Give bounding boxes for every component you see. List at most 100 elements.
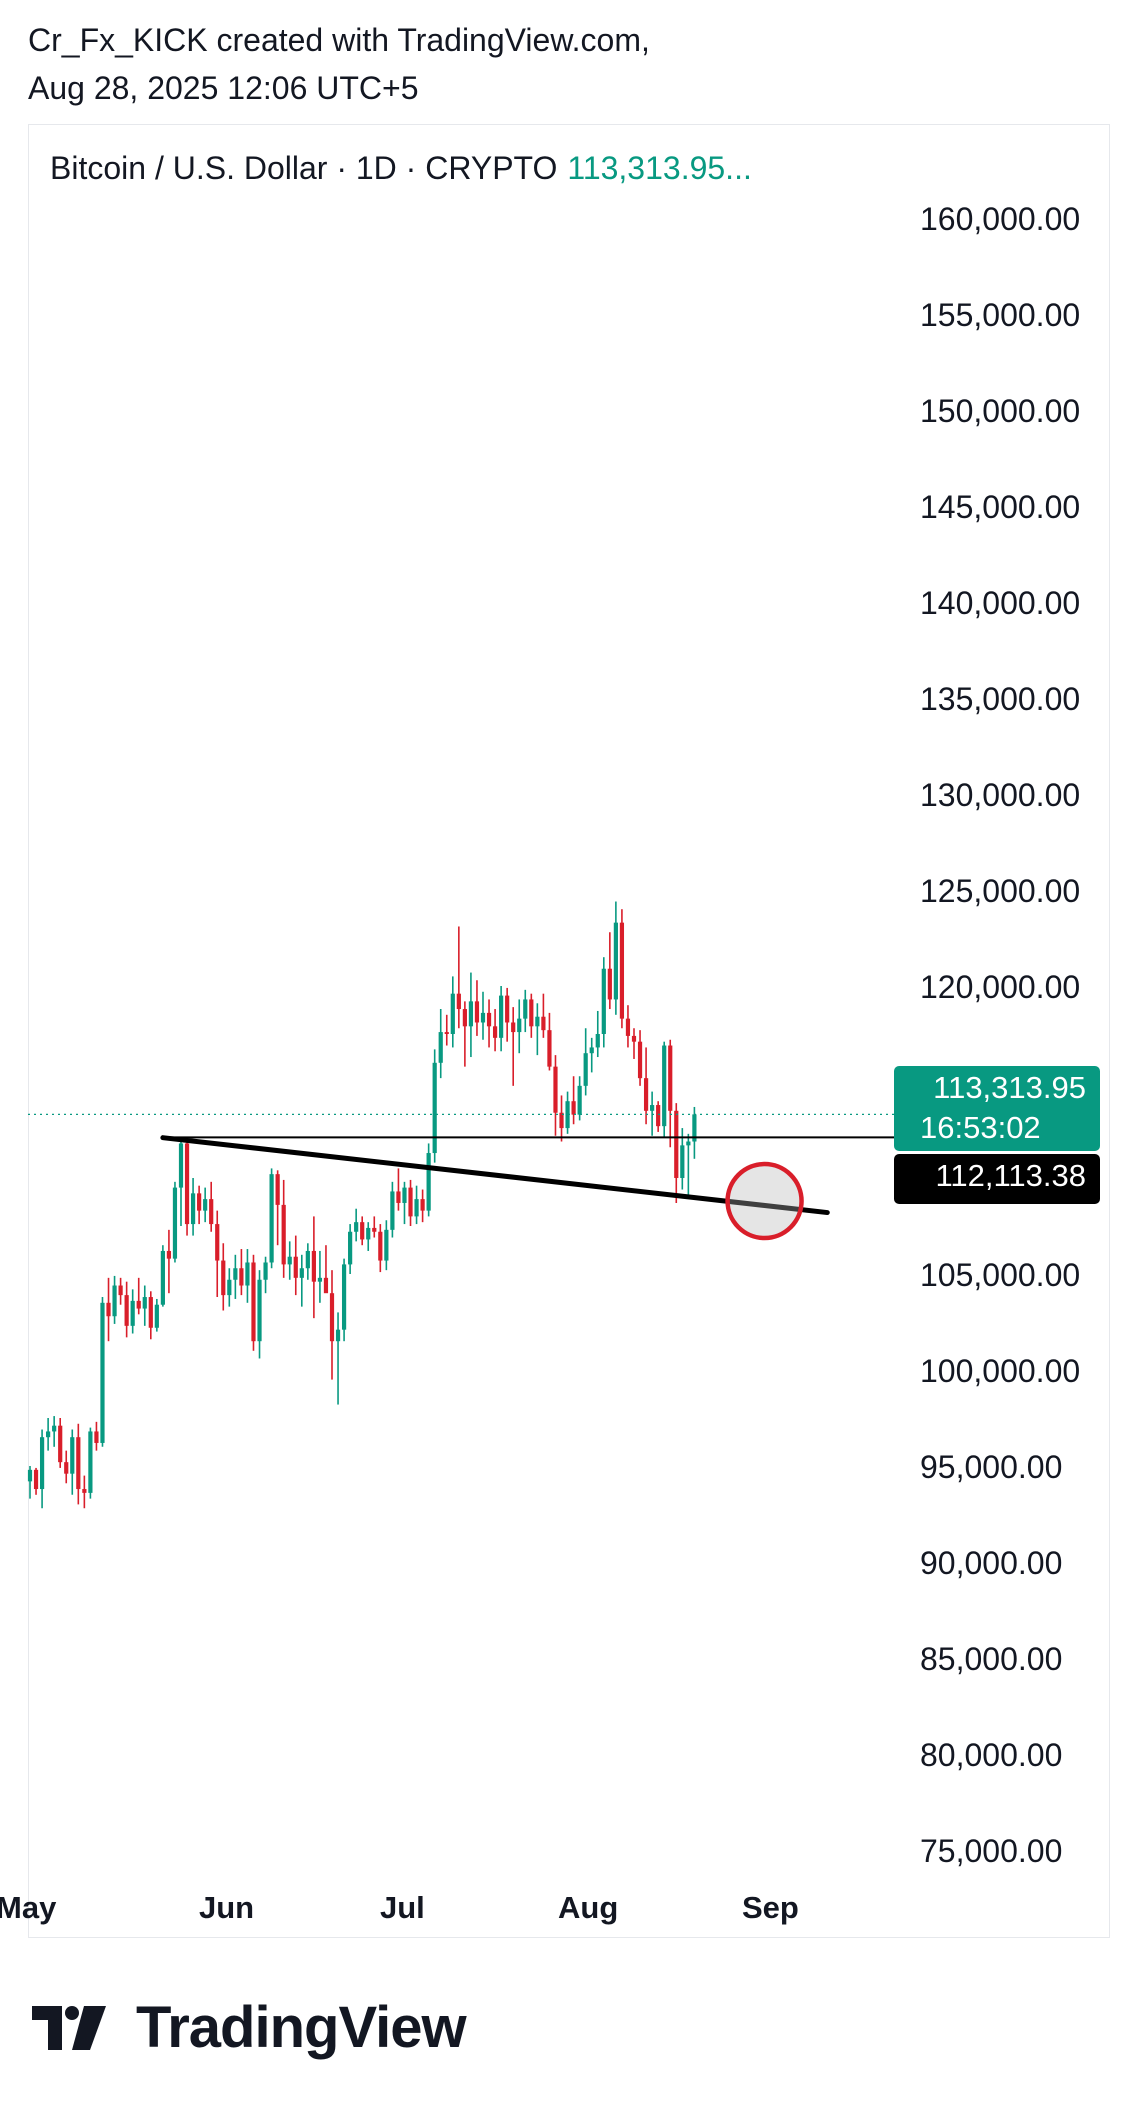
candle-body bbox=[529, 999, 534, 1027]
candle-body bbox=[547, 1030, 552, 1067]
last-price: 113,313.95... bbox=[567, 150, 752, 186]
candle-body bbox=[341, 1264, 347, 1330]
trendline bbox=[160, 1135, 830, 1216]
price-tick-label: 135,000.00 bbox=[920, 681, 1080, 717]
candle-body bbox=[190, 1193, 196, 1225]
price-tick-label: 145,000.00 bbox=[920, 489, 1080, 525]
candle-body bbox=[70, 1437, 75, 1474]
candle-body bbox=[637, 1041, 643, 1079]
candle-body bbox=[82, 1489, 87, 1493]
candle-body bbox=[462, 1009, 467, 1027]
candle-body bbox=[197, 1193, 202, 1211]
candle-body bbox=[251, 1262, 256, 1342]
month-label: May bbox=[0, 1890, 57, 1925]
candle-body bbox=[559, 1112, 564, 1129]
candle-body bbox=[311, 1250, 316, 1282]
price-tick-label: 85,000.00 bbox=[920, 1641, 1062, 1677]
candle-body bbox=[124, 1295, 129, 1326]
candles-group bbox=[27, 901, 697, 1509]
candle-body bbox=[221, 1260, 226, 1296]
candle-body bbox=[366, 1227, 371, 1240]
overlays-group bbox=[28, 1113, 900, 1241]
candle-body bbox=[577, 1085, 582, 1115]
time-axis-group: May Jun Jul Aug Sep bbox=[0, 1890, 799, 1925]
candle-body bbox=[480, 1012, 486, 1023]
candle-body bbox=[263, 1262, 268, 1280]
candle-body bbox=[209, 1199, 214, 1225]
price-tick-label: 150,000.00 bbox=[920, 393, 1080, 429]
chart-header-date: Aug 28, 2025 12:06 UTC+5 bbox=[28, 70, 419, 106]
price-tick-label: 155,000.00 bbox=[920, 297, 1080, 333]
candle-body bbox=[329, 1293, 335, 1342]
candle-body bbox=[535, 1016, 540, 1027]
price-tick-label: 80,000.00 bbox=[920, 1737, 1062, 1773]
price-tick-label: 140,000.00 bbox=[920, 585, 1080, 621]
candle-body bbox=[33, 1469, 39, 1490]
price-labels-group: 113,313.95 16:53:02 112,113.38 bbox=[894, 1066, 1100, 1204]
candle-body bbox=[215, 1224, 220, 1261]
candle-body bbox=[293, 1256, 298, 1278]
candle-body bbox=[450, 993, 455, 1034]
candle-body bbox=[390, 1191, 395, 1230]
candle-body bbox=[565, 1101, 570, 1129]
symbol-name: Bitcoin / U.S. Dollar · 1D · CRYPTO bbox=[50, 150, 558, 186]
candle-body bbox=[686, 1141, 691, 1146]
candle-body bbox=[27, 1469, 33, 1482]
candle-body bbox=[517, 1018, 522, 1033]
last-price-box-value: 113,313.95 bbox=[933, 1070, 1086, 1105]
candle-body bbox=[492, 1026, 498, 1038]
candle-body bbox=[595, 1034, 600, 1048]
candle-body bbox=[613, 922, 618, 1000]
price-tick-label: 125,000.00 bbox=[920, 873, 1080, 909]
month-label: Aug bbox=[558, 1890, 618, 1925]
candle-body bbox=[227, 1279, 232, 1296]
candle-body bbox=[402, 1187, 407, 1203]
month-label: Jun bbox=[199, 1890, 254, 1925]
candle-body bbox=[275, 1174, 280, 1205]
candle-body bbox=[287, 1256, 292, 1265]
candle-body bbox=[130, 1300, 135, 1326]
candle-body bbox=[541, 1016, 546, 1031]
highlight-circle bbox=[725, 1161, 804, 1241]
candle-body bbox=[438, 1032, 443, 1063]
price-axis-group: 160,000.00 155,000.00 150,000.00 145,000.00… bbox=[920, 201, 1080, 1869]
candle-body bbox=[372, 1227, 377, 1232]
last-price-box bbox=[894, 1066, 1100, 1151]
candlestick-chart[interactable]: 160,000.00 155,000.00 150,000.00 145,000.00… bbox=[0, 0, 1136, 1960]
candle-body bbox=[245, 1262, 250, 1286]
candle-body bbox=[619, 922, 625, 1019]
candle-body bbox=[426, 1153, 431, 1211]
candle-body bbox=[269, 1174, 274, 1263]
candle-body bbox=[650, 1105, 655, 1111]
chart-header-author: Cr_Fx_KICK created with TradingView.com, bbox=[28, 22, 650, 58]
candle-body bbox=[607, 968, 612, 1000]
candle-body bbox=[354, 1222, 359, 1232]
price-tick-label: 130,000.00 bbox=[920, 777, 1080, 813]
candle-body bbox=[58, 1425, 63, 1463]
price-tick-label: 160,000.00 bbox=[920, 201, 1080, 237]
candle-body bbox=[656, 1105, 661, 1127]
candle-body bbox=[160, 1250, 165, 1305]
candle-body bbox=[178, 1143, 184, 1188]
candle-body bbox=[112, 1285, 117, 1317]
candle-body bbox=[432, 1062, 437, 1154]
level-price-box-value: 112,113.38 bbox=[935, 1158, 1086, 1193]
candle-body bbox=[396, 1191, 401, 1203]
candle-body bbox=[468, 1001, 474, 1027]
candle-body bbox=[414, 1199, 419, 1217]
candle-body bbox=[281, 1204, 286, 1265]
candle-body bbox=[118, 1285, 123, 1296]
candle-body bbox=[523, 999, 528, 1019]
candle-body bbox=[571, 1101, 576, 1115]
price-tick-label: 100,000.00 bbox=[920, 1353, 1080, 1389]
candle-body bbox=[680, 1145, 685, 1178]
chart-panel bbox=[28, 124, 1110, 1938]
candle-body bbox=[323, 1277, 329, 1294]
month-label: Jul bbox=[380, 1890, 425, 1925]
candle-body bbox=[142, 1297, 147, 1309]
candle-body bbox=[384, 1229, 389, 1261]
candle-body bbox=[631, 1035, 637, 1042]
candle-body bbox=[408, 1187, 413, 1217]
candle-body bbox=[136, 1300, 141, 1309]
candle-body bbox=[674, 1110, 679, 1178]
